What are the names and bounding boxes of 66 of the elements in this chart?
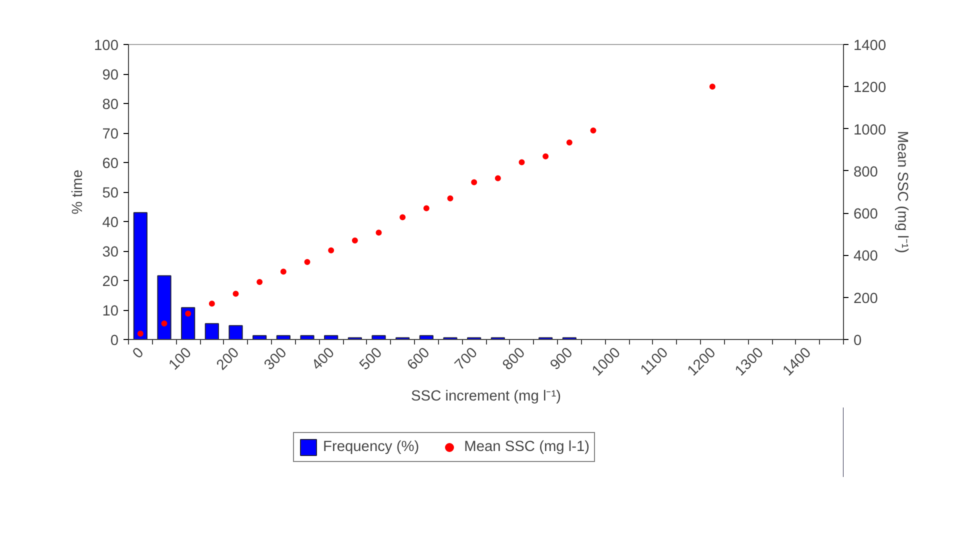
x-tick-label: 800: [500, 344, 528, 374]
x-tick-label: 200: [214, 344, 242, 374]
point: [161, 320, 168, 326]
point: [494, 175, 501, 182]
point: [518, 159, 525, 166]
bar: [419, 335, 434, 340]
x-tick-label: 0: [130, 344, 148, 362]
y2-tick-label: 800: [854, 164, 878, 180]
x-tick-label: 300: [262, 344, 290, 374]
point: [185, 310, 192, 317]
point: [590, 127, 596, 134]
y-tick-label: 0: [110, 333, 119, 349]
bar: [157, 275, 172, 340]
x-axis-title: SSC increment (mg l⁻¹): [411, 388, 561, 404]
bar: [300, 335, 314, 340]
x-tick-label: 700: [452, 344, 481, 374]
point: [137, 330, 144, 337]
y-tick-label: 70: [102, 126, 119, 142]
bar: [252, 335, 267, 340]
legend-label: Mean SSC (mg l-1): [464, 439, 590, 455]
point: [423, 205, 430, 212]
bar: [228, 325, 243, 340]
point: [256, 278, 263, 285]
point: [566, 139, 572, 146]
y-tick-label: 10: [102, 304, 119, 320]
y2-tick-label: 1400: [854, 38, 886, 54]
y-tick-label: 20: [102, 274, 119, 290]
point: [280, 268, 286, 275]
y2-axis-title: Mean SSC (mg l⁻¹): [894, 130, 910, 254]
y-tick-label: 90: [102, 68, 119, 84]
point: [709, 84, 716, 90]
y-tick-label: 80: [102, 97, 119, 113]
y2-tick-label: 0: [854, 333, 862, 349]
point: [376, 230, 382, 236]
x-tick-label: 600: [404, 344, 434, 374]
bar: [133, 212, 148, 340]
y2-tick-label: 1000: [854, 122, 886, 138]
y-axis-title: % time: [70, 170, 86, 214]
x-tick-label: 500: [356, 344, 386, 374]
y-tick-label: 60: [102, 156, 119, 172]
point: [304, 258, 310, 265]
point: [471, 179, 478, 186]
y-tick-label: 50: [102, 186, 119, 202]
point: [208, 300, 215, 307]
legend-label: Frequency (%): [323, 439, 420, 455]
point: [400, 214, 406, 220]
x-tick-label: 900: [548, 344, 576, 374]
point: [542, 153, 549, 160]
bar: [372, 335, 386, 340]
point: [328, 247, 334, 254]
bar: [276, 335, 290, 340]
y2-tick-label: 600: [854, 206, 878, 223]
bar: [204, 323, 219, 340]
y-tick-label: 30: [102, 244, 119, 260]
point: [447, 195, 454, 202]
y2-tick-label: 400: [854, 248, 878, 265]
y-tick-label: 40: [102, 215, 119, 231]
point: [352, 237, 358, 244]
bar: [324, 335, 338, 340]
bar: [181, 307, 196, 340]
x-tick-label: 100: [166, 344, 195, 374]
x-tick-label: 400: [309, 344, 338, 374]
y-tick-label: 100: [94, 38, 119, 54]
y2-tick-label: 200: [854, 290, 878, 307]
y2-tick-label: 1200: [854, 80, 886, 96]
point: [232, 290, 239, 297]
